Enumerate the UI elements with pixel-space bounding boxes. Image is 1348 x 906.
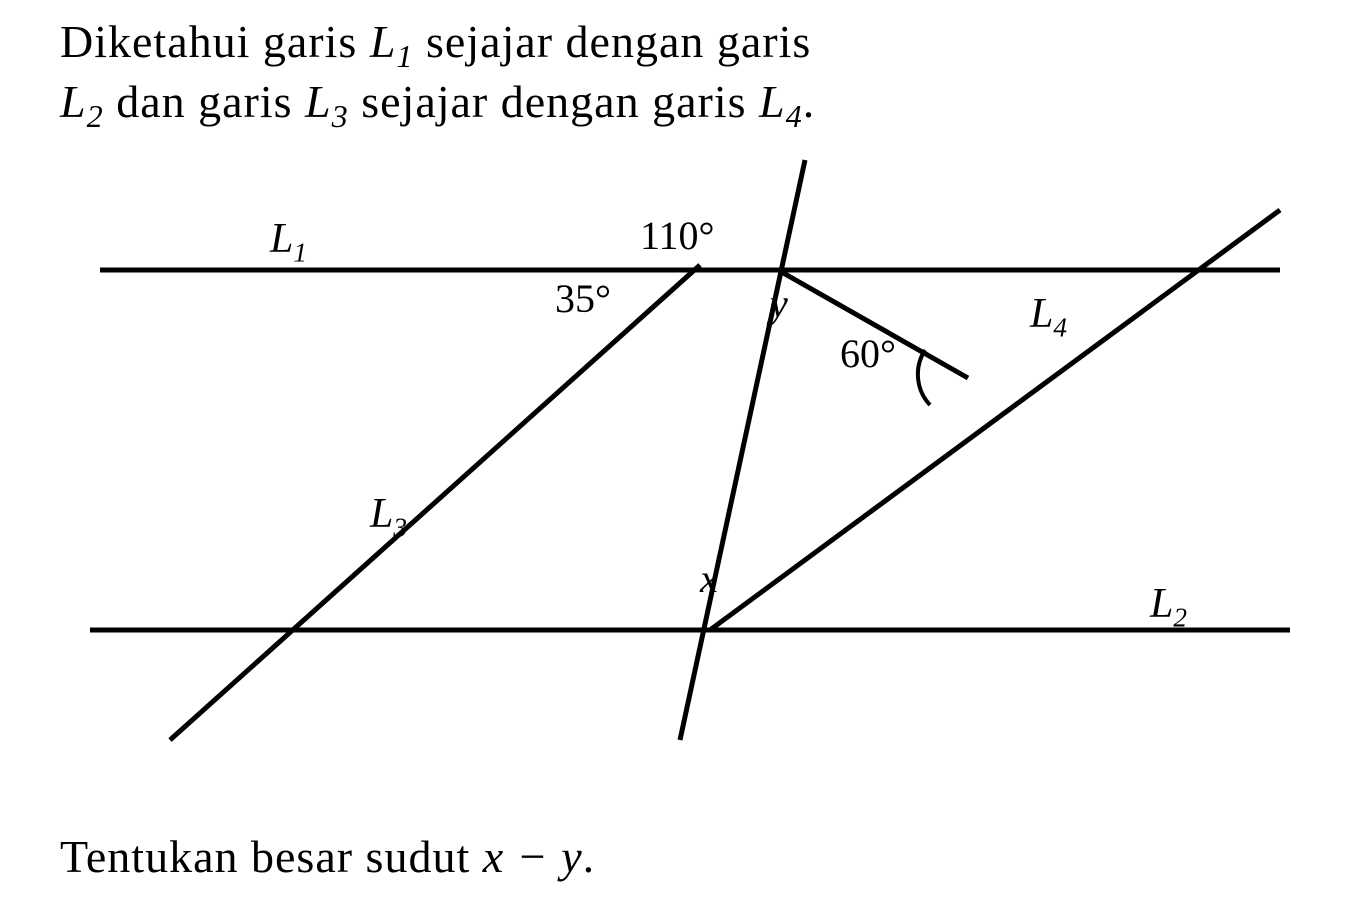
text-segment: dan garis	[104, 76, 305, 127]
label-L1: L1	[270, 215, 307, 268]
angle-60: 60°	[840, 330, 896, 377]
label-L-text: L	[1150, 581, 1173, 627]
text-segment: .	[583, 831, 596, 882]
text-segment: sejajar dengan garis	[349, 76, 759, 127]
label-L-sub: 2	[1173, 602, 1187, 632]
line-L3	[170, 265, 700, 740]
problem-text-line-1: Diketahui garis L1 sejajar dengan garis	[60, 15, 811, 75]
label-L4: L4	[1030, 290, 1067, 343]
angle-35: 35°	[555, 275, 611, 322]
label-L-text: L	[270, 216, 293, 262]
var-x: x	[700, 555, 718, 602]
question-text: Tentukan besar sudut x − y.	[60, 830, 595, 883]
text-segment: Diketahui garis	[60, 16, 370, 67]
line-L4	[710, 210, 1280, 630]
label-L-sub: 3	[393, 512, 407, 542]
expression: x − y	[483, 831, 583, 882]
var-sub: 4	[786, 98, 803, 134]
var-L: L	[370, 16, 397, 67]
var-L: L	[60, 76, 87, 127]
geometry-diagram: L1 L2 L3 L4 110° 35° 60° y x	[0, 150, 1348, 770]
problem-text-line-2: L2 dan garis L3 sejajar dengan garis L4.	[60, 75, 815, 135]
text-segment: Tentukan besar sudut	[60, 831, 483, 882]
label-L2: L2	[1150, 580, 1187, 633]
angle-110: 110°	[640, 212, 715, 259]
label-L-text: L	[370, 491, 393, 537]
text-segment: sejajar dengan garis	[414, 16, 812, 67]
text-segment: .	[803, 76, 816, 127]
label-L-text: L	[1030, 291, 1053, 337]
label-L3: L3	[370, 490, 407, 543]
var-sub: 3	[332, 98, 349, 134]
var-sub: 2	[87, 98, 104, 134]
var-L: L	[305, 76, 332, 127]
label-L-sub: 1	[293, 237, 307, 267]
var-L: L	[759, 76, 786, 127]
var-y: y	[770, 280, 788, 327]
label-L-sub: 4	[1053, 312, 1067, 342]
angle-arc-60	[918, 350, 930, 405]
var-sub: 1	[396, 38, 413, 74]
